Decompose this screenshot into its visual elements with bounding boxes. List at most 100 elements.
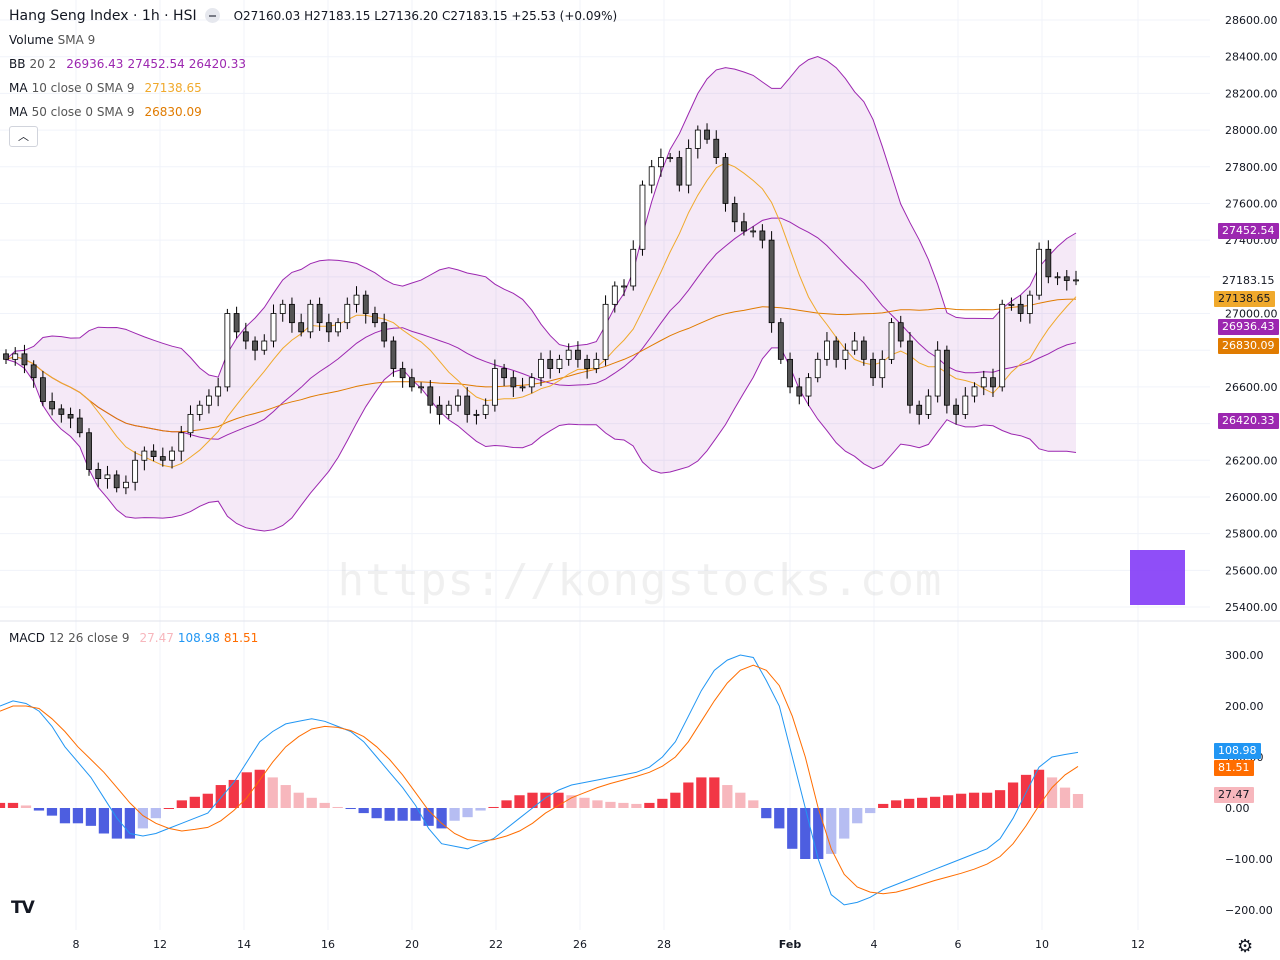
- candle-body: [1008, 303, 1015, 306]
- ohlc-values: O27160.03 H27183.15 L27136.20 C27183.15 …: [233, 9, 618, 23]
- bb-legend[interactable]: BB 20 2 26936.43 27452.54 26420.33: [9, 56, 250, 72]
- macd-name: MACD: [9, 631, 45, 645]
- macd-hist-bar: [85, 808, 97, 826]
- macd-hist-bar: [761, 808, 772, 819]
- macd-hist-bar: [878, 803, 889, 808]
- ma50-legend[interactable]: MA 50 close 0 SMA 9 26830.09: [9, 104, 206, 120]
- candle-body: [252, 340, 258, 351]
- macd-hist-bar: [514, 795, 525, 808]
- macd-hist-bar: [592, 800, 603, 808]
- macd-hist-bar: [345, 808, 356, 810]
- macd-hist-bar: [553, 792, 564, 808]
- candle-body: [842, 349, 849, 360]
- candle-body: [630, 248, 637, 287]
- macd-legend[interactable]: MACD 12 26 close 9 27.47 108.98 81.51: [9, 630, 262, 646]
- volume-legend[interactable]: Volume SMA 9: [9, 32, 99, 48]
- time-axis-label: 8: [73, 938, 80, 951]
- candle-body: [565, 349, 572, 360]
- candle-body: [445, 404, 452, 415]
- gear-icon[interactable]: ⚙: [1237, 936, 1254, 957]
- tradingview-logo-icon[interactable]: TV: [11, 898, 35, 918]
- macd-hist-bar: [332, 806, 343, 808]
- bb-upper-line: [5, 55, 1077, 378]
- candle-body: [1054, 276, 1061, 279]
- macd-hist-bar: [98, 808, 110, 834]
- signal-line: [0, 664, 1079, 895]
- candle-body: [879, 358, 886, 379]
- candle-body: [1045, 248, 1052, 278]
- ma10-legend[interactable]: MA 10 close 0 SMA 9 27138.65: [9, 80, 206, 96]
- macd-hist-bar: [33, 808, 45, 811]
- candle-body: [694, 129, 701, 149]
- candle-body: [925, 395, 932, 415]
- candle-body: [713, 138, 720, 158]
- brand-logo-icon: [1130, 550, 1185, 605]
- candle-body: [1017, 303, 1024, 314]
- candle-body: [667, 157, 674, 159]
- macd-hist-bar: [800, 808, 811, 859]
- candle-body: [722, 157, 729, 204]
- candle-body: [473, 413, 480, 416]
- ma50-value: 26830.09: [144, 105, 202, 119]
- candle-body: [704, 129, 710, 140]
- macd-hist-bar: [306, 797, 317, 808]
- candle-body: [325, 322, 332, 333]
- candle-body: [870, 358, 876, 379]
- bb-name: BB: [9, 57, 26, 71]
- macd-hist-bar: [423, 808, 434, 826]
- macd-hist-bar: [1033, 769, 1045, 808]
- candle-body: [953, 404, 959, 415]
- macd-hist-bar: [787, 808, 798, 849]
- price-axis-label: 28000.00: [1225, 124, 1278, 137]
- candle-body: [178, 432, 185, 452]
- candle-body: [731, 203, 738, 223]
- macd-hist-bar: [891, 800, 902, 808]
- time-axis-label: 20: [405, 938, 419, 951]
- macd-line-value: 108.98: [177, 631, 220, 645]
- ma10-line: [5, 162, 1077, 468]
- macd-hist-bar: [176, 800, 187, 808]
- bb-upper-tag: 27452.54: [1218, 223, 1279, 239]
- macd-hist-bar: [644, 802, 655, 808]
- time-axis-label: 26: [573, 938, 587, 951]
- macd-hist-bar: [917, 797, 928, 808]
- candle-body: [501, 368, 508, 379]
- collapse-legend-button[interactable]: ︿: [9, 126, 38, 147]
- candle-body: [316, 303, 323, 324]
- candle-body: [971, 386, 978, 397]
- candle-body: [353, 294, 360, 305]
- candle-body: [538, 358, 544, 379]
- macd-hist-bar: [72, 808, 84, 824]
- macd-hist-bar: [410, 808, 421, 821]
- candle-body: [196, 404, 203, 415]
- candle-body: [141, 450, 148, 461]
- macd-hist-bar: [397, 808, 408, 821]
- candle-body: [206, 395, 212, 406]
- macd-hist-bar: [462, 808, 473, 818]
- macd-hist-bar: [501, 800, 512, 808]
- price-axis-label: 26000.00: [1225, 491, 1278, 504]
- candle-body: [390, 340, 397, 369]
- candle-body: [648, 166, 655, 186]
- candle-body: [298, 322, 305, 333]
- macd-hist-bar: [436, 808, 447, 829]
- candle-body: [233, 313, 240, 333]
- macd-hist-bar: [1007, 782, 1019, 808]
- macd-axis-label: 200.00: [1225, 700, 1264, 713]
- candle-body: [999, 303, 1006, 388]
- candle-body: [1073, 279, 1079, 282]
- candle-body: [980, 377, 987, 388]
- candle-body: [242, 331, 249, 342]
- macd-axis-label: −100.00: [1225, 853, 1273, 866]
- symbol-title[interactable]: Hang Seng Index · 1h · HSI: [9, 8, 197, 24]
- candle-body: [639, 184, 646, 250]
- time-axis-label: 28: [657, 938, 671, 951]
- macd-hist-bar: [475, 808, 486, 811]
- macd-hist-bar: [670, 792, 681, 808]
- candle-body: [224, 313, 231, 388]
- market-status-icon: [204, 8, 220, 23]
- macd-hist-bar: [293, 792, 304, 808]
- candle-body: [787, 358, 793, 388]
- time-axis-label: 12: [153, 938, 167, 951]
